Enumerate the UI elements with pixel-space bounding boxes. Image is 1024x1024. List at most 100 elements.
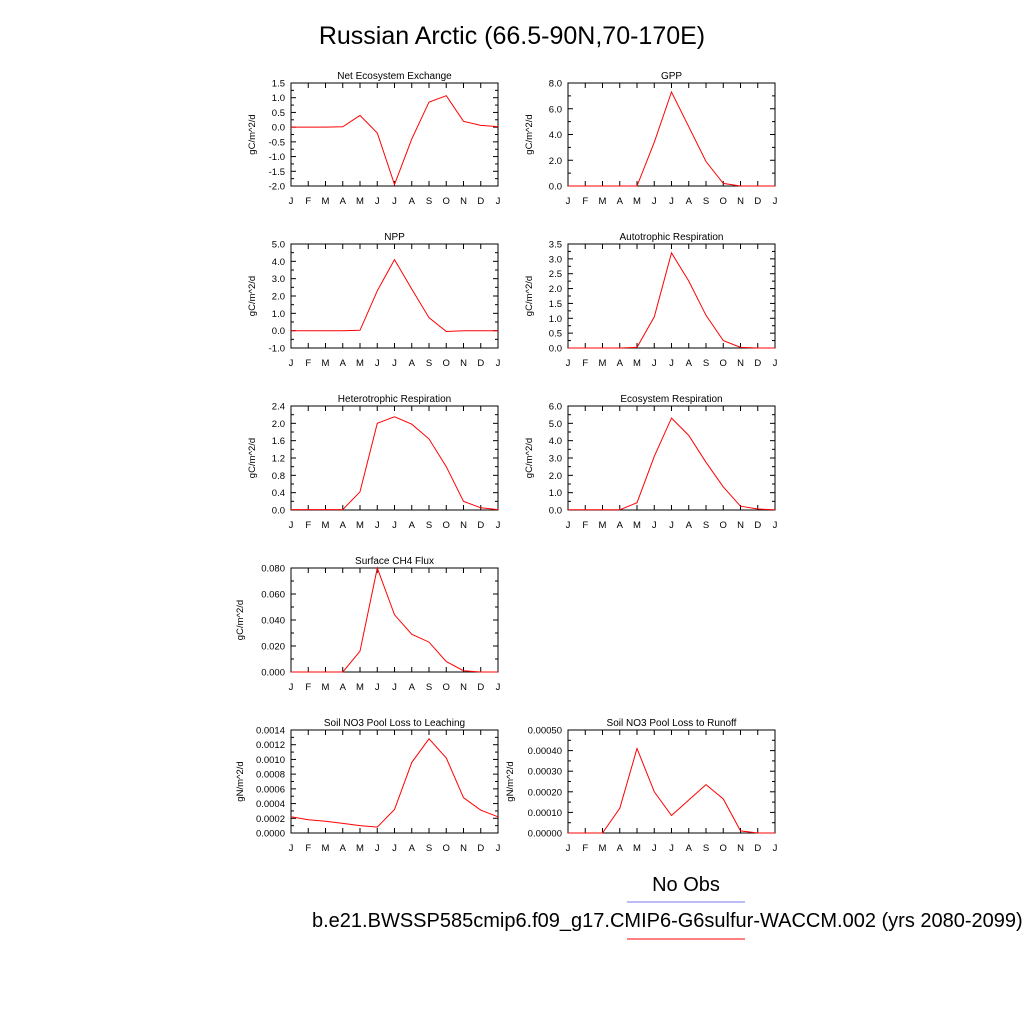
x-tick-label: M: [322, 196, 330, 207]
y-tick-label: 2.4: [272, 402, 285, 413]
y-tick-label: -0.5: [269, 137, 285, 148]
series-line: [291, 566, 498, 673]
x-tick-label: F: [582, 520, 588, 531]
y-axis-label: gC/m^2/d: [524, 438, 535, 478]
x-tick-label: J: [669, 196, 674, 207]
x-tick-label: M: [599, 196, 607, 207]
chart-panel-8: Soil NO3 Pool Loss to Leaching 0.0000 0.00…: [235, 718, 501, 854]
x-tick-label: M: [599, 843, 607, 854]
panel-title: GPP: [661, 71, 682, 82]
x-tick-label: F: [305, 358, 311, 369]
y-tick-label: 0.020: [261, 642, 285, 653]
x-tick-label: S: [703, 520, 709, 531]
series-line: [291, 258, 498, 333]
series-line: [290, 738, 499, 828]
y-tick-label: 0.0004: [256, 799, 285, 810]
x-tick-label: N: [460, 196, 467, 207]
y-tick-label: 0.5: [272, 108, 285, 119]
x-tick-label: M: [322, 520, 330, 531]
x-tick-label: J: [392, 196, 397, 207]
x-tick-label: M: [322, 843, 330, 854]
y-tick-label: 0.0: [272, 326, 285, 337]
y-tick-label: 3.0: [272, 274, 285, 285]
y-tick-label: 5.0: [272, 240, 285, 251]
x-tick-label: F: [582, 843, 588, 854]
y-tick-label: 0.00010: [528, 808, 562, 819]
x-tick-label: M: [356, 843, 364, 854]
x-tick-label: J: [375, 843, 380, 854]
panel-title: Autotrophic Respiration: [620, 232, 724, 243]
x-tick-label: O: [720, 196, 727, 207]
x-tick-label: J: [496, 843, 501, 854]
x-tick-label: D: [477, 196, 484, 207]
x-tick-label: A: [340, 520, 347, 531]
x-tick-label: O: [443, 520, 450, 531]
legend-obs-label: No Obs: [652, 874, 720, 896]
x-tick-label: F: [305, 520, 311, 531]
panel-title: Heterotrophic Respiration: [338, 394, 451, 405]
y-tick-label: 3.0: [549, 454, 562, 465]
y-axis-label: gC/m^2/d: [235, 600, 246, 640]
x-tick-label: J: [289, 682, 294, 693]
series-line: [568, 417, 776, 511]
x-tick-label: J: [375, 196, 380, 207]
y-tick-label: 6.0: [549, 104, 562, 115]
x-tick-label: J: [375, 520, 380, 531]
chart-panel-4: Autotrophic Respiration 0.0 0.5 1.0 1.5 2.0 2.…: [524, 232, 778, 369]
x-tick-label: N: [460, 520, 467, 531]
x-tick-label: D: [754, 520, 761, 531]
y-tick-label: 1.2: [272, 454, 285, 465]
x-tick-label: J: [669, 843, 674, 854]
x-tick-label: A: [340, 358, 347, 369]
chart-panel-9: Soil NO3 Pool Loss to Runoff 0.00000 0.000…: [505, 718, 778, 854]
x-tick-label: J: [496, 358, 501, 369]
y-tick-label: -1.0: [269, 152, 285, 163]
chart-legend: No Obs b.e21.BWSSP585cmip6.f09_g17.CMIP6…: [312, 874, 1023, 940]
x-tick-label: O: [443, 843, 450, 854]
y-tick-label: 1.0: [549, 488, 562, 499]
y-tick-label: 1.0: [549, 314, 562, 325]
x-tick-label: J: [566, 358, 571, 369]
y-tick-label: 0.00030: [528, 767, 562, 778]
x-tick-label: F: [305, 196, 311, 207]
series-line: [568, 90, 775, 187]
x-tick-label: A: [409, 520, 416, 531]
x-tick-label: M: [356, 682, 364, 693]
y-tick-label: 0.040: [261, 616, 285, 627]
x-tick-label: J: [773, 358, 778, 369]
chart-panels: Net Ecosystem Exchange -2.0 -1.5 -1.0 -0.5 0.…: [235, 71, 778, 854]
x-tick-label: M: [356, 358, 364, 369]
x-tick-label: A: [686, 520, 693, 531]
y-axis-label: gN/m^2/d: [235, 761, 246, 801]
x-tick-label: A: [617, 196, 624, 207]
plot-frame: [290, 729, 499, 834]
x-tick-label: S: [426, 520, 432, 531]
legend-model-label: b.e21.BWSSP585cmip6.f09_g17.CMIP6-G6sulf…: [312, 910, 1023, 932]
chart-panel-5: Heterotrophic Respiration 0.0 0.4 0.8 1.2 1.6…: [247, 394, 501, 531]
x-tick-label: J: [652, 520, 657, 531]
x-tick-label: J: [375, 358, 380, 369]
x-tick-label: J: [289, 196, 294, 207]
y-tick-label: 3.0: [549, 254, 562, 265]
y-axis-label: gC/m^2/d: [247, 438, 258, 478]
figure-title: Russian Arctic (66.5-90N,70-170E): [319, 22, 705, 50]
series-line: [291, 416, 499, 511]
x-tick-label: J: [392, 843, 397, 854]
panel-title: Ecosystem Respiration: [620, 394, 722, 405]
x-tick-label: O: [720, 843, 727, 854]
x-tick-label: N: [460, 843, 467, 854]
x-tick-label: D: [754, 196, 761, 207]
x-tick-label: J: [652, 358, 657, 369]
panel-title: Soil NO3 Pool Loss to Runoff: [607, 718, 737, 729]
y-axis-label: gC/m^2/d: [524, 114, 535, 154]
x-tick-label: A: [409, 843, 416, 854]
x-tick-label: M: [356, 520, 364, 531]
y-tick-label: 5.0: [549, 419, 562, 430]
x-tick-label: J: [773, 843, 778, 854]
y-tick-label: 0.000: [261, 668, 285, 679]
x-tick-label: D: [754, 358, 761, 369]
panel-title: Net Ecosystem Exchange: [337, 71, 452, 82]
x-tick-label: M: [356, 196, 364, 207]
